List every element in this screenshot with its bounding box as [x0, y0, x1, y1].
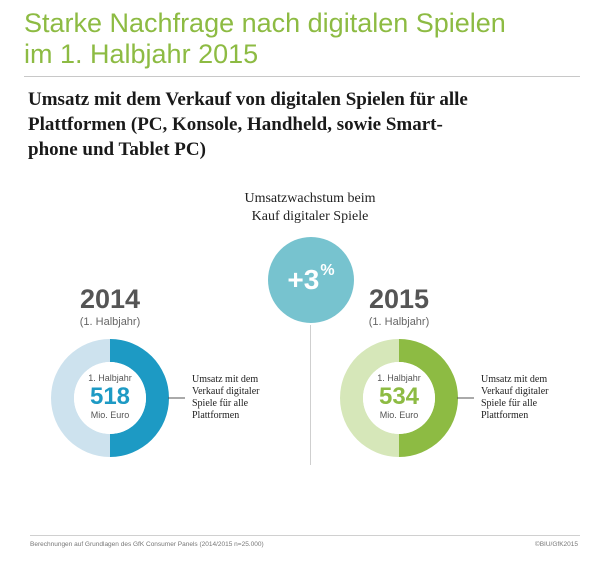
- donut-2014: [51, 339, 169, 457]
- growth-value: +3: [287, 264, 320, 295]
- growth-caption-line-1: Umsatzwachstum beim: [244, 191, 376, 206]
- source-note: Berechnungen auf Grundlagen des GfK Cons…: [30, 541, 264, 548]
- year-2015-period: (1. Halbjahr): [368, 316, 430, 328]
- copyright: ©BIU/GfK2015: [534, 541, 578, 548]
- donut-1-hole: [363, 362, 435, 434]
- donut-2015: [340, 339, 458, 457]
- year-2014-period: (1. Halbjahr): [79, 316, 141, 328]
- donut-2014-center: 1. Halbjahr 518 Mio. Euro: [75, 373, 145, 421]
- desc-2014-line-2: Verkauf digitaler: [192, 386, 260, 397]
- donut-2014-value: 518: [89, 383, 131, 410]
- donut-2015-center: 1. Halbjahr 534 Mio. Euro: [364, 373, 434, 421]
- title-line-1: Starke Nachfrage nach digitalen Spielen: [24, 8, 506, 38]
- donut-1-slice-0: [399, 339, 458, 457]
- donut-2015-caption: 1. Halbjahr: [377, 373, 421, 383]
- desc-2015-line-3: Spiele für alle: [481, 398, 538, 409]
- donut-2014-description: Umsatz mit dem Verkauf digitaler Spiele …: [192, 374, 302, 422]
- donut-2015-description: Umsatz mit dem Verkauf digitaler Spiele …: [481, 374, 591, 422]
- desc-2014-line-1: Umsatz mit dem: [192, 374, 259, 385]
- desc-2014-line-4: Plattformen: [192, 410, 240, 421]
- year-2014-title: 2014: [79, 284, 141, 314]
- growth-unit: %: [320, 262, 335, 279]
- desc-2014-line-3: Spiele für alle: [192, 398, 249, 409]
- subtitle-line-3: phone und Tablet PC): [28, 139, 206, 160]
- donut-1-slice-1: [340, 339, 399, 457]
- title-divider: [24, 76, 580, 77]
- donut-2014-caption: 1. Halbjahr: [88, 373, 132, 383]
- growth-caption-line-2: Kauf digitaler Spiele: [251, 209, 369, 224]
- donut-2014-unit: Mio. Euro: [90, 410, 130, 420]
- chart-subtitle: Umsatz mit dem Verkauf von digitalen Spi…: [28, 87, 568, 162]
- desc-2015-line-4: Plattformen: [481, 410, 529, 421]
- footer-divider: [30, 535, 580, 536]
- growth-caption: Umsatzwachstum beim Kauf digitaler Spiel…: [190, 190, 430, 226]
- year-2015-title: 2015: [368, 284, 430, 314]
- subtitle-line-2: Plattformen (PC, Konsole, Handheld, sowi…: [28, 114, 443, 135]
- desc-2015-line-1: Umsatz mit dem: [481, 374, 548, 385]
- center-divider: [310, 325, 311, 465]
- donut-0-slice-1: [51, 339, 110, 457]
- subtitle-line-1: Umsatz mit dem Verkauf von digitalen Spi…: [28, 89, 468, 110]
- donut-0-slice-0: [110, 339, 169, 457]
- growth-badge: +3%: [268, 237, 354, 323]
- donut-0-hole: [74, 362, 146, 434]
- donut-2015-unit: Mio. Euro: [379, 410, 419, 420]
- desc-2015-line-2: Verkauf digitaler: [481, 386, 549, 397]
- page-title: Starke Nachfrage nach digitalen Spielen …: [24, 8, 584, 70]
- donut-2015-value: 534: [378, 383, 420, 410]
- title-line-2: im 1. Halbjahr 2015: [24, 39, 259, 69]
